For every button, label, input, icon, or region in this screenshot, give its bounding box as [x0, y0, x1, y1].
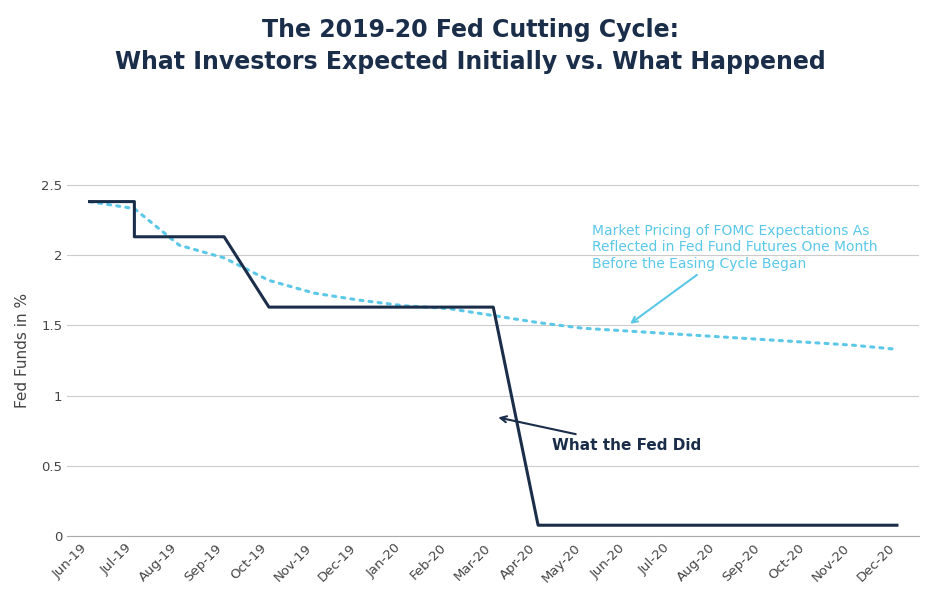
- Text: Market Pricing of FOMC Expectations As
Reflected in Fed Fund Futures One Month
B: Market Pricing of FOMC Expectations As R…: [592, 224, 877, 322]
- Text: The 2019-20 Fed Cutting Cycle:
What Investors Expected Initially vs. What Happen: The 2019-20 Fed Cutting Cycle: What Inve…: [115, 18, 825, 74]
- Y-axis label: Fed Funds in %: Fed Funds in %: [15, 292, 30, 407]
- Text: What the Fed Did: What the Fed Did: [500, 416, 701, 452]
